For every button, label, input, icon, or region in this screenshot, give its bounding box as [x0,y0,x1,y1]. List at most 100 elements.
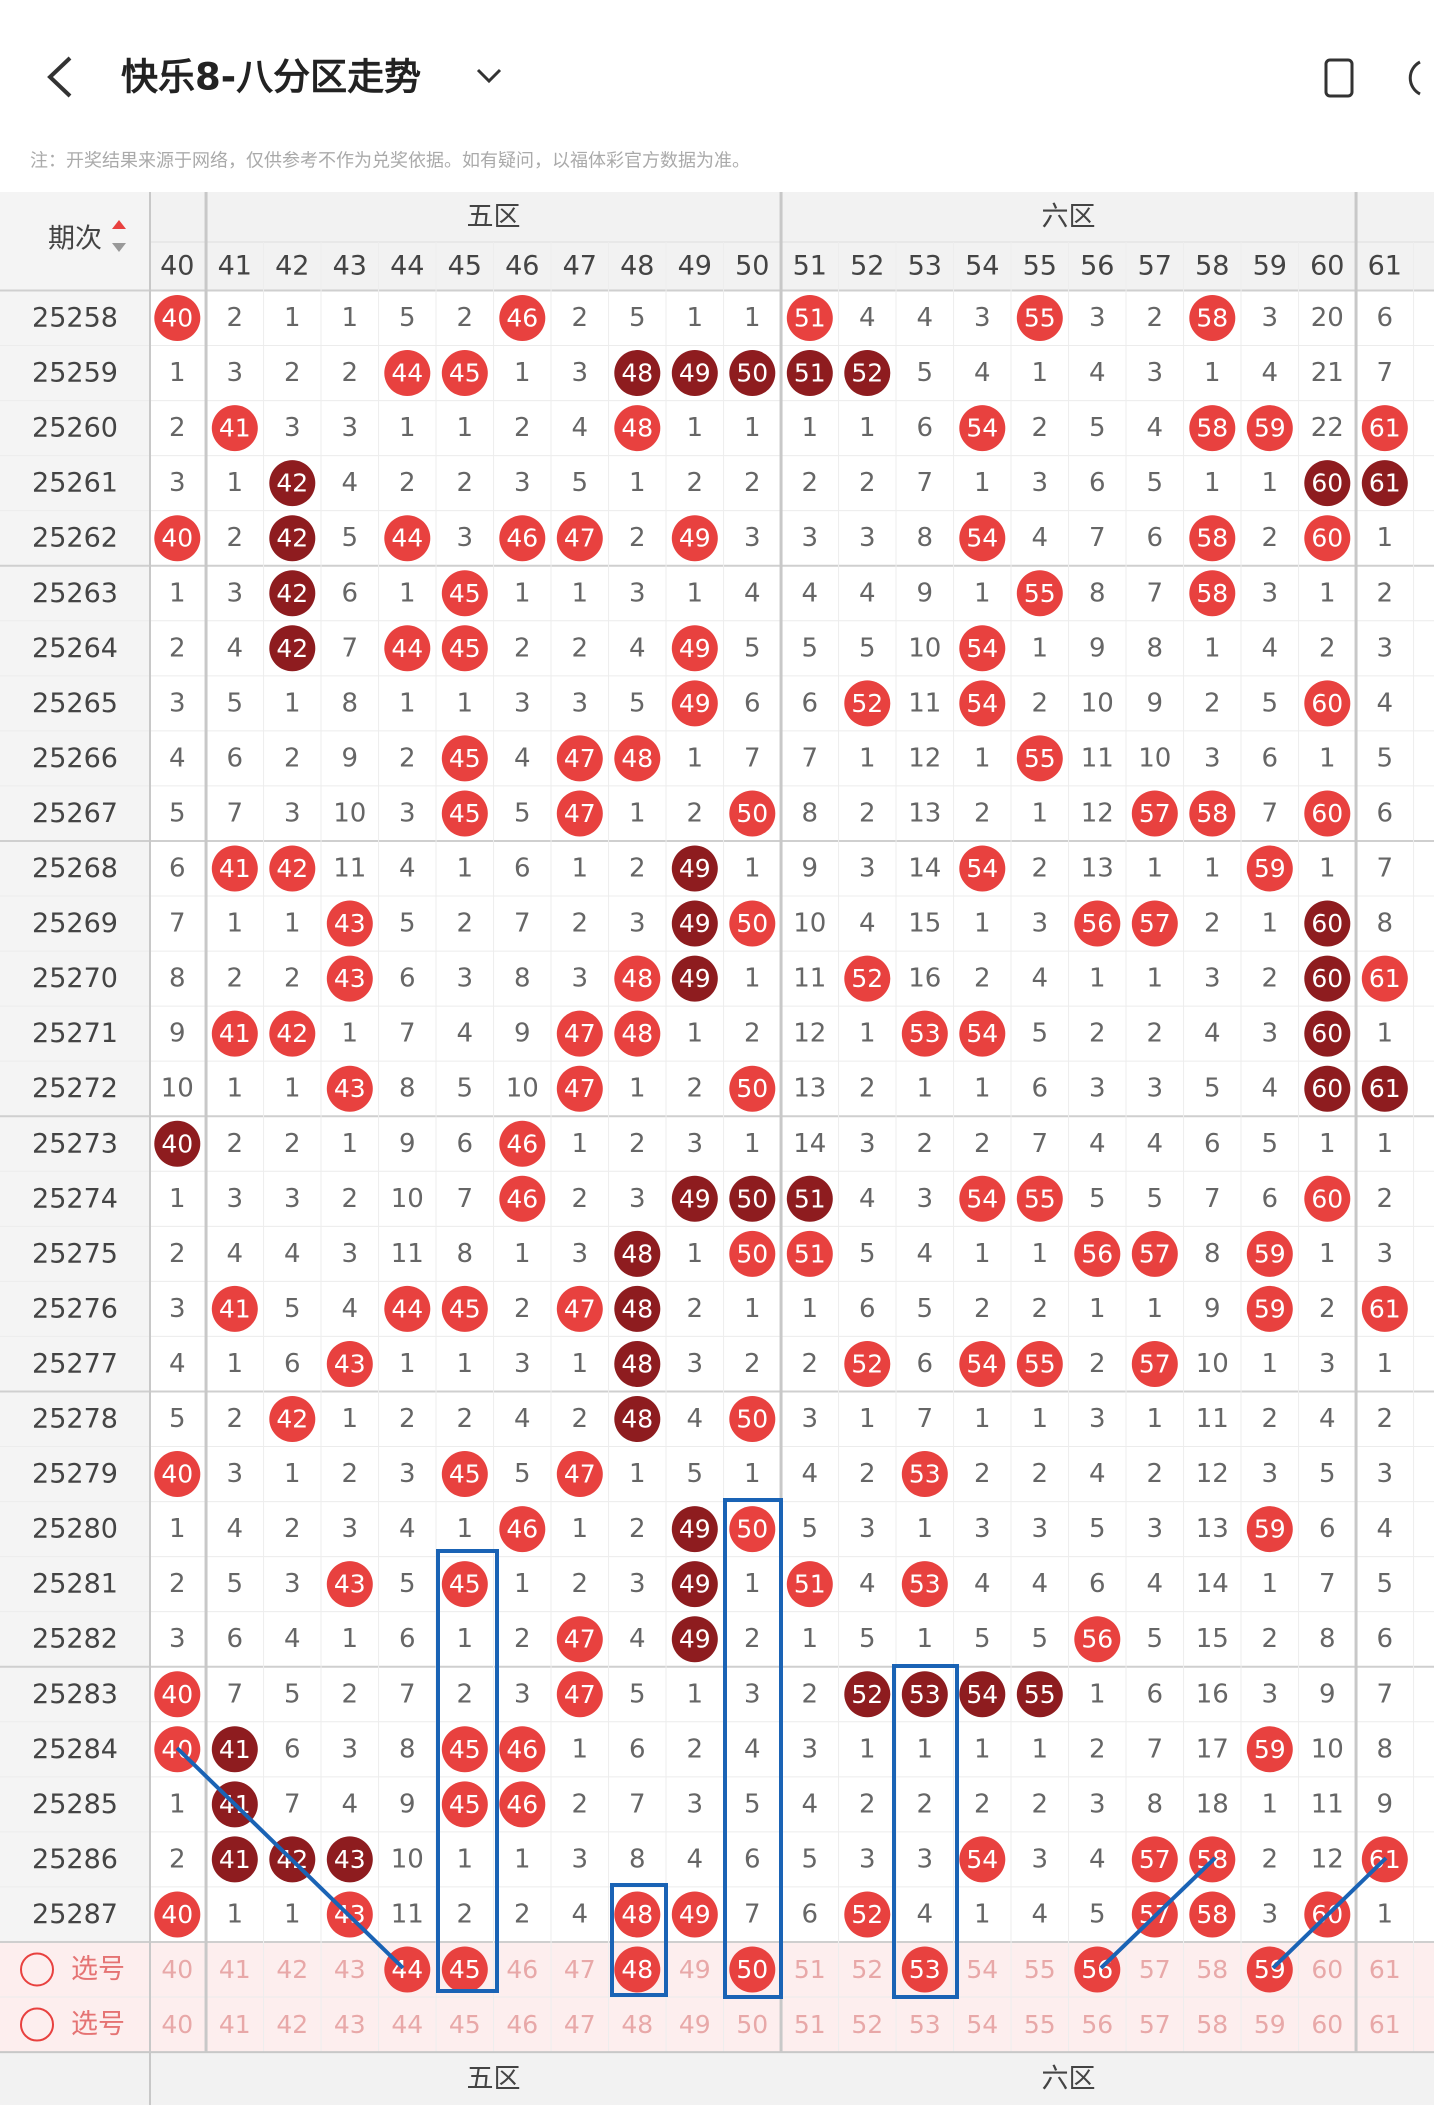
selected-ball[interactable] [729,1946,776,1993]
miss-count: 2 [1032,854,1049,884]
miss-count: 4 [1089,1459,1106,1489]
column-number: 44 [390,251,424,282]
select-number[interactable]: 46 [506,1955,538,1984]
select-number[interactable]: 48 [621,2010,653,2039]
highlight-box [892,1664,959,1999]
select-number[interactable]: 45 [449,2010,481,2039]
select-number[interactable]: 41 [219,1955,251,1984]
icon-button[interactable] [1324,58,1354,98]
dropdown[interactable] [476,68,502,84]
miss-count: 5 [859,633,876,663]
select-number[interactable]: 58 [1196,1955,1228,1984]
hit-ball [671,515,718,562]
footer-bg [0,2052,1434,2105]
select-number[interactable]: 47 [564,2010,596,2039]
miss-count: 3 [859,523,876,553]
select-number[interactable]: 42 [276,2010,308,2039]
hit-ball [384,515,431,562]
hit-number: 48 [621,744,653,773]
select-number[interactable]: 58 [1196,2010,1228,2039]
miss-count: 6 [227,743,244,773]
miss-count: 1 [284,688,301,718]
hit-ball [1016,570,1063,617]
select-number[interactable]: 54 [966,2010,998,2039]
select-number[interactable]: 59 [1254,2010,1286,2039]
select-number[interactable]: 57 [1139,1955,1171,1984]
selected-ball[interactable] [614,1946,661,1993]
hit-ball [1074,900,1121,947]
select-number[interactable]: 54 [966,1955,998,1984]
select-number[interactable]: 43 [334,2010,366,2039]
hit-number: 50 [736,1515,768,1544]
select-number[interactable]: 42 [276,1955,308,1984]
sort-icon[interactable] [112,220,126,229]
issue: 25275 [32,1238,118,1269]
select-number[interactable]: 41 [219,2010,251,2039]
hit-number: 53 [909,1680,941,1709]
miss-count: 1 [457,688,474,718]
select-number[interactable]: 61 [1369,2010,1401,2039]
select-number[interactable]: 43 [334,1955,366,1984]
select-number[interactable]: 55 [1024,1955,1056,1984]
select-radio[interactable] [20,2007,54,2042]
hit-number: 54 [966,854,998,883]
select-number[interactable]: 56 [1081,2010,1113,2039]
select-number[interactable]: 51 [794,2010,826,2039]
back-button[interactable] [47,56,72,98]
select-number[interactable]: 47 [564,1955,596,1984]
select-number[interactable]: 49 [679,2010,711,2039]
select-number[interactable]: 53 [909,1955,941,1984]
hit-number: 48 [621,414,653,443]
miss-count: 5 [1377,1569,1394,1599]
select-number[interactable]: 61 [1369,1955,1401,1984]
select-number[interactable]: 57 [1139,2010,1171,2039]
select-number[interactable]: 53 [909,2010,941,2039]
hit-ball [1016,1175,1063,1222]
miss-count: 3 [917,1844,934,1874]
select-number[interactable]: 50 [736,2010,768,2039]
miss-count: 1 [917,1074,934,1104]
miss-count: 1 [687,303,704,333]
select-number[interactable]: 49 [679,1955,711,1984]
select-number[interactable]: 60 [1311,2010,1343,2039]
miss-count: 7 [1147,1734,1164,1764]
select-number[interactable]: 52 [851,1955,883,1984]
miss-count: 1 [457,413,474,443]
select-number[interactable]: 44 [391,2010,423,2039]
selected-ball[interactable] [441,1946,488,1993]
select-number[interactable]: 52 [851,2010,883,2039]
miss-count: 7 [744,743,761,773]
hit-number: 61 [1369,1294,1401,1323]
miss-count: 5 [284,1294,301,1324]
miss-count: 1 [744,1129,761,1159]
hit-number: 50 [736,1405,768,1434]
select-number[interactable]: 46 [506,2010,538,2039]
sort-icon[interactable] [112,243,126,252]
select-number[interactable]: 55 [1024,2010,1056,2039]
miss-count: 1 [1319,1239,1336,1269]
select-number[interactable]: 40 [161,2010,193,2039]
select-number[interactable]: 51 [794,1955,826,1984]
select-number[interactable]: 40 [161,1955,193,1984]
selected-ball[interactable] [384,1946,431,1993]
icon-button[interactable] [1408,60,1421,96]
hit-ball [154,1120,201,1167]
hit-number: 52 [851,359,883,388]
miss-count: 1 [629,468,646,498]
select-number[interactable]: 48 [621,1955,653,1984]
select-number[interactable]: 60 [1311,1955,1343,1984]
miss-count: 2 [514,1899,531,1929]
hit-ball [671,955,718,1002]
selected-ball[interactable] [901,1946,948,1993]
select-label: 选号 [71,2009,125,2040]
column-number: 52 [850,251,884,282]
hit-ball [1361,1285,1408,1332]
select-radio[interactable] [20,1952,54,1987]
select-number[interactable]: 50 [736,1955,768,1984]
miss-count: 3 [342,413,359,443]
miss-count: 1 [629,798,646,828]
miss-count: 3 [802,1404,819,1434]
select-number[interactable]: 45 [449,1955,481,1984]
miss-count: 2 [284,358,301,388]
miss-count: 3 [802,1734,819,1764]
